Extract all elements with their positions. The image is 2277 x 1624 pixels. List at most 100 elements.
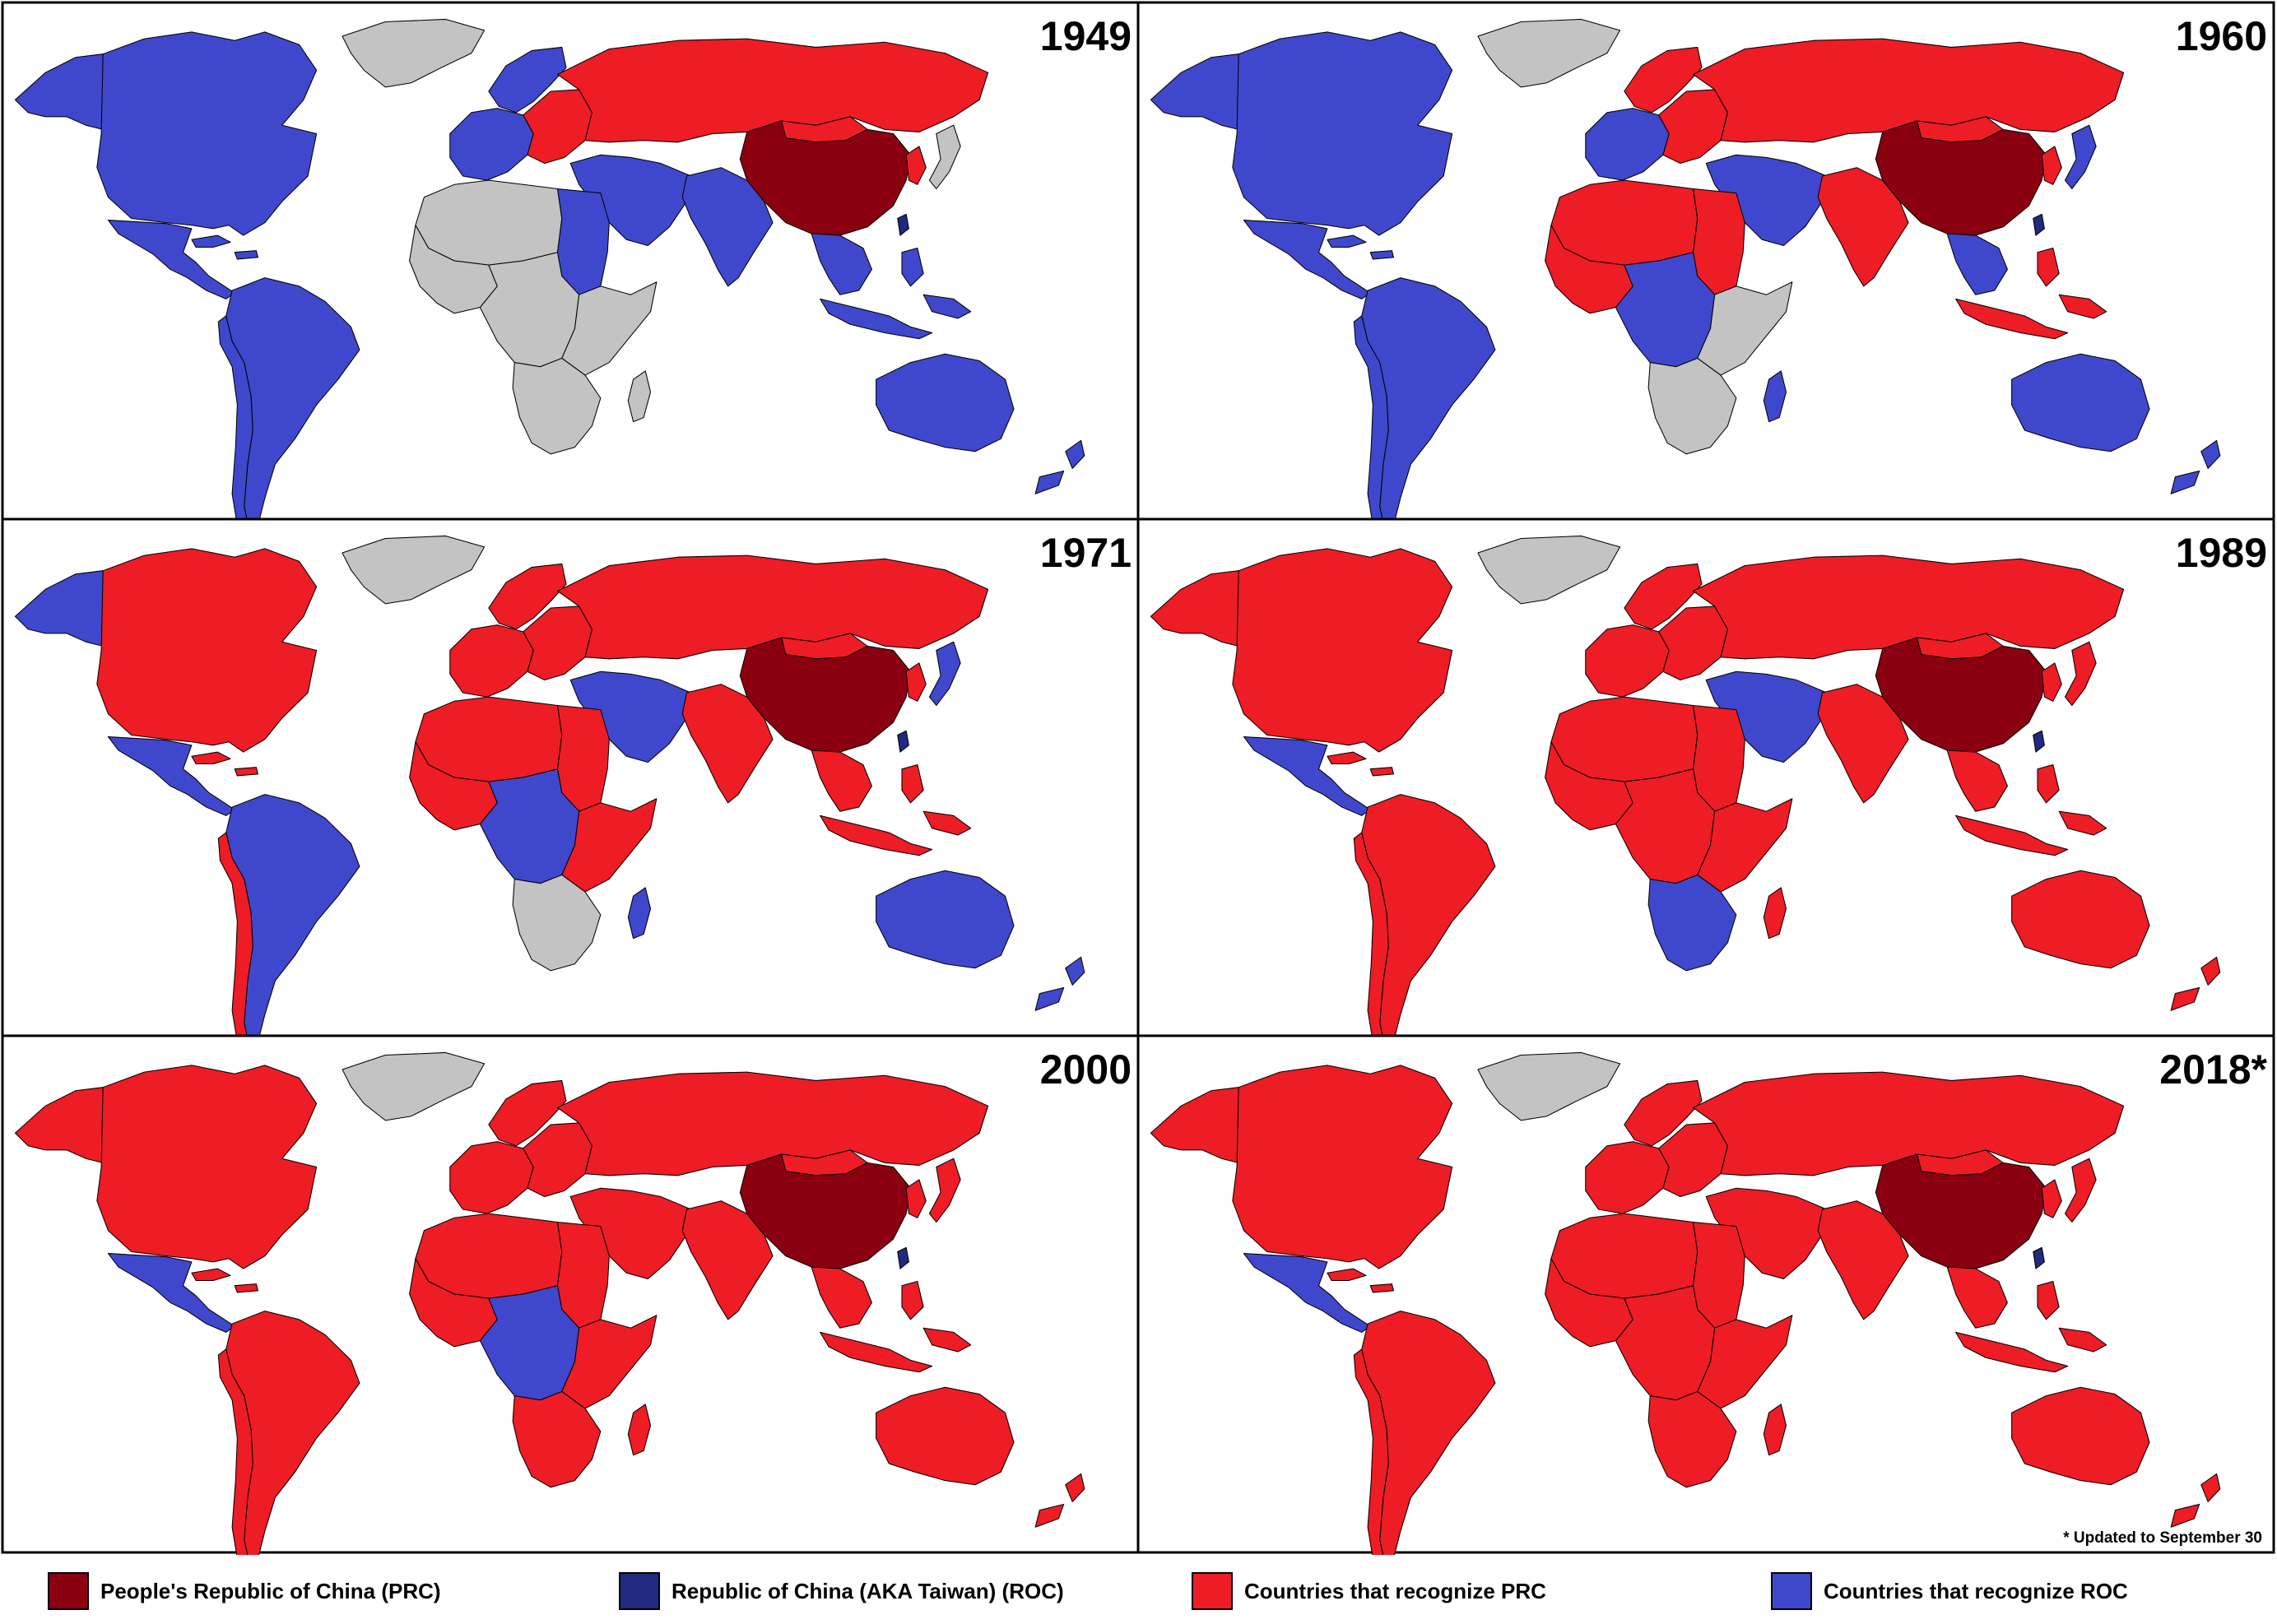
region-madagascar bbox=[1763, 1404, 1787, 1456]
region-scandinavia bbox=[488, 46, 567, 114]
region-russia bbox=[557, 554, 989, 660]
region-japan bbox=[2064, 124, 2097, 189]
region-southeast-asia bbox=[811, 1266, 872, 1329]
region-eastern-europe bbox=[523, 1122, 592, 1198]
map-panel-1989: 1989 bbox=[1136, 517, 2275, 1048]
region-caribbean bbox=[1327, 751, 1395, 777]
legend-label: People's Republic of China (PRC) bbox=[100, 1578, 441, 1603]
region-madagascar bbox=[627, 887, 652, 940]
region-egypt bbox=[557, 1221, 610, 1329]
region-indonesia bbox=[820, 764, 972, 856]
map-panel-1949: 1949 bbox=[1, 1, 1140, 531]
region-china bbox=[1875, 120, 2047, 236]
region-scandinavia bbox=[488, 563, 567, 630]
region-australia bbox=[2011, 870, 2150, 969]
region-africa-south bbox=[1647, 1390, 1737, 1488]
region-south-america-west bbox=[217, 1348, 253, 1555]
region-africa-south bbox=[512, 874, 602, 972]
year-label: 1949 bbox=[1040, 13, 1132, 59]
region-alaska bbox=[1150, 1087, 1239, 1163]
region-north-america bbox=[96, 1065, 318, 1269]
region-russia bbox=[557, 38, 989, 143]
region-egypt bbox=[557, 704, 610, 812]
map-panel-1971: 1971 bbox=[1, 517, 1140, 1048]
legend-label: Countries that recognize PRC bbox=[1244, 1578, 1546, 1603]
region-north-america bbox=[96, 548, 318, 753]
legend-item-prc: People's Republic of China (PRC) bbox=[48, 1571, 441, 1611]
year-label: 1989 bbox=[2176, 530, 2267, 576]
region-greenland bbox=[342, 1051, 486, 1121]
region-alaska bbox=[14, 570, 104, 647]
region-scandinavia bbox=[1624, 46, 1703, 114]
region-eastern-europe bbox=[523, 606, 592, 681]
region-alaska bbox=[1150, 53, 1239, 130]
map-panel-2000: 2000 bbox=[1, 1034, 1140, 1555]
region-scandinavia bbox=[1624, 563, 1703, 630]
region-africa-east bbox=[561, 1315, 658, 1409]
legend: People's Republic of China (PRC) Republic… bbox=[0, 1555, 2277, 1624]
region-egypt bbox=[1693, 1221, 1745, 1329]
region-indonesia bbox=[1955, 764, 2107, 856]
region-eastern-europe bbox=[1658, 89, 1728, 165]
region-new-zealand bbox=[2170, 1473, 2221, 1528]
region-southeast-asia bbox=[811, 233, 872, 295]
region-greenland bbox=[342, 18, 486, 88]
region-madagascar bbox=[1763, 370, 1787, 423]
year-label: 2000 bbox=[1040, 1046, 1132, 1093]
year-label: 1960 bbox=[2176, 13, 2267, 59]
region-china bbox=[1875, 637, 2047, 753]
region-greenland bbox=[342, 535, 486, 605]
region-southeast-asia bbox=[1946, 233, 2008, 295]
region-china bbox=[739, 1153, 911, 1269]
region-russia bbox=[1693, 1071, 2125, 1176]
region-russia bbox=[1693, 38, 2125, 143]
world-map bbox=[14, 1051, 1085, 1555]
region-taiwan bbox=[2033, 730, 2045, 753]
region-taiwan bbox=[2033, 1246, 2045, 1269]
region-eastern-europe bbox=[523, 89, 592, 165]
region-alaska bbox=[14, 53, 104, 130]
region-japan bbox=[928, 1158, 961, 1223]
map-panel-2018: 2018* * Updated to September 30 bbox=[1136, 1034, 2275, 1555]
region-japan bbox=[928, 124, 961, 189]
legend-swatch bbox=[619, 1572, 660, 1610]
legend-item-recognize-prc: Countries that recognize PRC bbox=[1192, 1571, 1546, 1611]
region-egypt bbox=[1693, 188, 1745, 295]
year-label: 2018* bbox=[2159, 1046, 2267, 1093]
region-africa-south bbox=[1647, 357, 1737, 455]
world-map bbox=[1150, 535, 2221, 1048]
region-caribbean bbox=[191, 751, 259, 777]
region-caribbean bbox=[1327, 234, 1395, 260]
region-russia bbox=[1693, 554, 2125, 660]
region-indonesia bbox=[1955, 1281, 2107, 1373]
world-map bbox=[14, 535, 1085, 1048]
region-taiwan bbox=[897, 1246, 909, 1269]
map-grid: 1949 1960 1971 1989 2000 2018* * Updated to Se… bbox=[1, 1, 2275, 1555]
region-china bbox=[739, 120, 911, 236]
region-africa-east bbox=[561, 798, 658, 893]
region-new-zealand bbox=[1034, 1473, 1085, 1528]
region-japan bbox=[2064, 1158, 2097, 1223]
region-southeast-asia bbox=[1946, 749, 2008, 812]
legend-swatch bbox=[48, 1572, 89, 1610]
region-africa-east bbox=[1697, 281, 1793, 376]
region-africa-east bbox=[561, 281, 658, 376]
region-indonesia bbox=[1955, 248, 2107, 340]
region-caribbean bbox=[191, 1268, 259, 1293]
region-korea bbox=[2041, 662, 2062, 702]
region-australia bbox=[876, 1386, 1015, 1486]
region-africa-south bbox=[512, 357, 602, 455]
region-alaska bbox=[1150, 570, 1239, 647]
map-panel-1960: 1960 bbox=[1136, 1, 2275, 531]
region-north-america bbox=[1232, 1065, 1453, 1269]
region-madagascar bbox=[627, 370, 652, 423]
region-russia bbox=[557, 1071, 989, 1176]
world-map bbox=[1150, 1051, 2221, 1555]
region-south-america-west bbox=[1353, 1348, 1389, 1555]
region-korea bbox=[905, 146, 927, 185]
region-greenland bbox=[1477, 535, 1621, 605]
region-taiwan bbox=[2033, 213, 2045, 236]
region-eastern-europe bbox=[1658, 1122, 1728, 1198]
legend-item-roc: Republic of China (AKA Taiwan) (ROC) bbox=[619, 1571, 1064, 1611]
world-map bbox=[14, 18, 1085, 531]
